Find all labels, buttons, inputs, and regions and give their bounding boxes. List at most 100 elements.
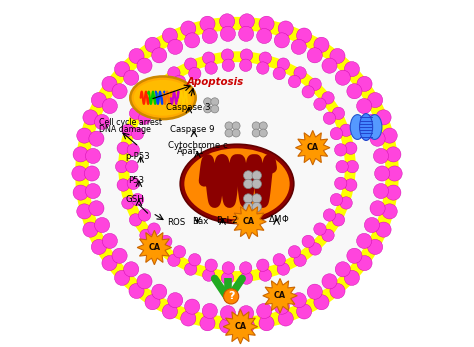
Circle shape [160,235,172,248]
Circle shape [330,49,345,64]
Circle shape [115,270,130,286]
Circle shape [102,233,118,248]
Ellipse shape [180,144,294,223]
Circle shape [252,179,262,189]
Circle shape [244,202,253,212]
Circle shape [370,201,385,216]
Circle shape [112,248,127,263]
Circle shape [259,52,272,64]
Circle shape [322,274,337,289]
Circle shape [122,197,134,209]
Circle shape [220,306,236,321]
Circle shape [330,193,343,206]
Circle shape [277,263,290,275]
Circle shape [238,306,254,321]
Circle shape [205,259,218,271]
Circle shape [148,223,160,235]
Circle shape [189,254,201,266]
Circle shape [140,229,152,242]
Circle shape [240,49,253,61]
Circle shape [382,128,397,143]
Ellipse shape [75,17,399,330]
Circle shape [274,299,290,314]
Circle shape [356,99,372,114]
Circle shape [332,214,345,226]
Circle shape [102,99,118,114]
Circle shape [297,28,312,43]
Circle shape [102,76,117,92]
Text: CA: CA [274,291,286,300]
Circle shape [259,129,267,137]
Circle shape [184,58,197,70]
Ellipse shape [75,17,399,330]
Circle shape [221,49,234,61]
Text: ROS: ROS [167,218,186,227]
Circle shape [386,185,401,200]
Circle shape [137,58,152,73]
Circle shape [374,166,390,181]
Circle shape [322,229,334,242]
Circle shape [200,316,215,331]
Circle shape [309,78,321,91]
Circle shape [184,263,197,275]
Circle shape [322,92,334,104]
Circle shape [374,184,389,198]
Circle shape [173,246,186,258]
Circle shape [181,311,196,326]
Circle shape [252,122,260,130]
Circle shape [239,318,255,333]
Text: Bcl-2: Bcl-2 [216,216,238,225]
Circle shape [259,16,274,31]
Circle shape [115,61,130,77]
Circle shape [340,197,352,209]
Circle shape [83,110,98,125]
Circle shape [202,28,218,44]
Circle shape [335,177,347,189]
Circle shape [273,254,285,266]
Text: Caspase 3: Caspase 3 [166,103,210,112]
Circle shape [129,107,142,120]
Circle shape [85,184,100,198]
Circle shape [173,75,186,88]
Circle shape [153,243,165,255]
Circle shape [288,246,301,258]
Circle shape [220,26,236,41]
Circle shape [277,58,290,70]
Circle shape [131,127,144,140]
Ellipse shape [147,80,327,253]
Circle shape [376,110,391,125]
Circle shape [347,248,362,263]
Circle shape [122,124,134,136]
Circle shape [168,39,183,54]
Circle shape [335,144,347,156]
Circle shape [307,48,322,63]
Circle shape [288,75,301,88]
Circle shape [259,316,274,331]
Text: GSH: GSH [125,195,144,204]
Polygon shape [232,204,266,239]
Text: CA: CA [243,217,255,226]
Ellipse shape [134,80,192,116]
Text: P53: P53 [128,176,145,185]
Circle shape [148,98,160,110]
Circle shape [259,269,272,281]
Circle shape [91,93,107,108]
Circle shape [232,122,240,130]
Circle shape [145,295,160,310]
Circle shape [374,149,389,163]
Text: ?: ? [228,291,235,302]
Circle shape [238,26,254,41]
Circle shape [309,243,321,255]
Circle shape [335,262,350,277]
Circle shape [117,142,129,154]
Circle shape [102,255,117,271]
Circle shape [152,48,167,63]
Circle shape [274,33,290,48]
Circle shape [219,318,235,333]
Circle shape [162,28,177,43]
Circle shape [129,49,144,64]
Circle shape [330,127,343,140]
Circle shape [346,160,358,173]
Circle shape [116,160,128,173]
Polygon shape [295,130,330,165]
